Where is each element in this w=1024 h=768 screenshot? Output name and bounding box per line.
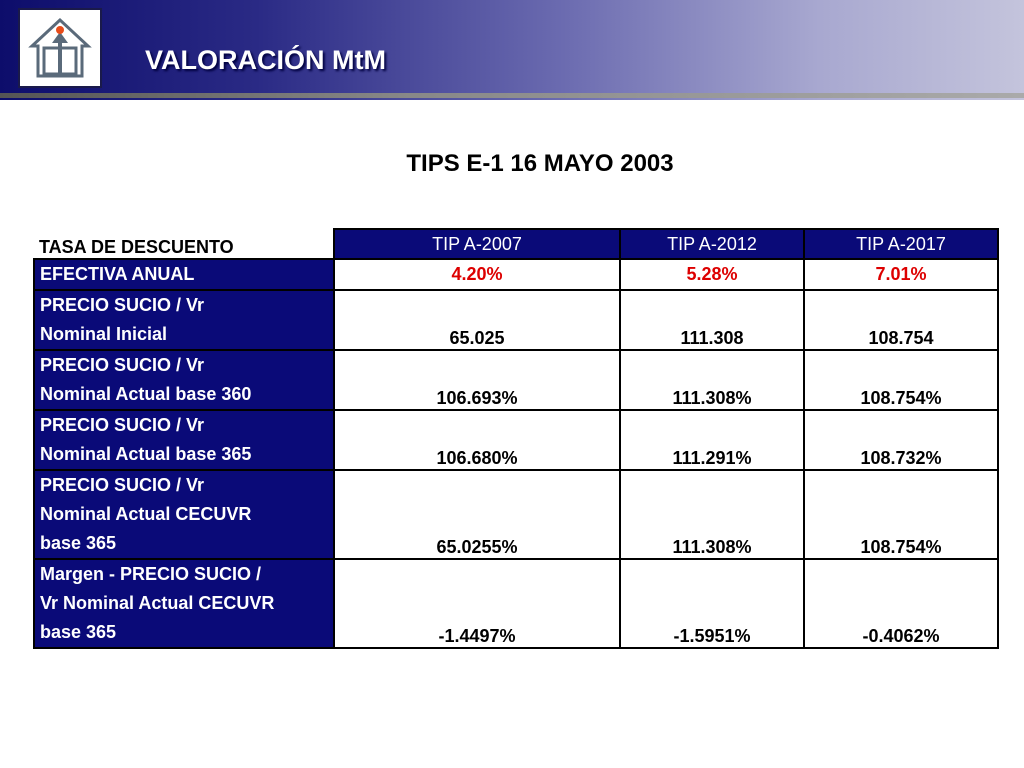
row-label: PRECIO SUCIO / Vr Nominal Actual CECUVR ba…: [33, 469, 335, 560]
row-label-line: PRECIO SUCIO / Vr: [40, 475, 205, 495]
row-label-line: PRECIO SUCIO / Vr: [40, 415, 205, 435]
table-row: Margen - PRECIO SUCIO / Vr Nominal Actual…: [33, 558, 999, 649]
row-label-line: Nominal Inicial: [40, 324, 168, 344]
row-label-line: Nominal Actual base 360: [40, 384, 252, 404]
column-header: TIP A-2007: [333, 228, 621, 260]
row-label: PRECIO SUCIO / Vr Nominal Inicial: [33, 289, 335, 351]
table-cell: 7.01%: [803, 258, 999, 291]
table-cell: 108.754: [803, 289, 999, 351]
table-row: EFECTIVA ANUAL 4.20% 5.28% 7.01%: [33, 258, 999, 291]
row-label-line: Margen - PRECIO SUCIO /: [40, 564, 262, 584]
table-cell: 111.308: [619, 289, 805, 351]
table-subtitle: TIPS E-1 16 MAYO 2003: [406, 150, 674, 177]
table-cell: 111.308%: [619, 469, 805, 560]
row-label: PRECIO SUCIO / Vr Nominal Actual base 360: [33, 349, 335, 411]
table-header-row: TASA DE DESCUENTO TIP A-2007 TIP A-2012 TIP…: [34, 228, 999, 260]
row-label: PRECIO SUCIO / Vr Nominal Actual base 365: [33, 409, 335, 471]
table-cell: 106.680%: [333, 409, 621, 471]
table-cell: 106.693%: [333, 349, 621, 411]
header-divider: [0, 93, 1024, 98]
row-label-line: Vr Nominal Actual CECUVR: [40, 593, 275, 613]
corner-label: TASA DE DESCUENTO: [34, 229, 335, 260]
row-label-line: EFECTIVA ANUAL: [40, 264, 195, 284]
table-cell: 108.732%: [803, 409, 999, 471]
column-header: TIP A-2017: [803, 228, 999, 260]
row-label-line: base 365: [40, 622, 117, 642]
row-label-line: Nominal Actual base 365: [40, 444, 252, 464]
row-label: EFECTIVA ANUAL: [33, 258, 335, 291]
table-cell: 108.754%: [803, 349, 999, 411]
table-cell: -1.5951%: [619, 558, 805, 649]
table-cell: 4.20%: [333, 258, 621, 291]
column-header: TIP A-2012: [619, 228, 805, 260]
row-label-line: Nominal Actual CECUVR: [40, 504, 252, 524]
row-label-line: base 365: [40, 533, 117, 553]
table-row: PRECIO SUCIO / Vr Nominal Actual CECUVR ba…: [33, 469, 999, 560]
table-cell: -0.4062%: [803, 558, 999, 649]
table-cell: 111.308%: [619, 349, 805, 411]
table-cell: 108.754%: [803, 469, 999, 560]
valuation-table: TASA DE DESCUENTO TIP A-2007 TIP A-2012 TIP…: [33, 228, 999, 649]
table-row: PRECIO SUCIO / Vr Nominal Inicial 65.025 11…: [33, 289, 999, 351]
header-bar: [0, 0, 1024, 100]
table-row: PRECIO SUCIO / Vr Nominal Actual base 365…: [33, 409, 999, 471]
row-label-line: PRECIO SUCIO / Vr: [40, 355, 205, 375]
table-cell: 111.291%: [619, 409, 805, 471]
table-cell: 5.28%: [619, 258, 805, 291]
table-cell: 65.0255%: [333, 469, 621, 560]
table-cell: 65.025: [333, 289, 621, 351]
page-title: VALORACIÓN MtM: [145, 45, 386, 75]
table-cell: -1.4497%: [333, 558, 621, 649]
row-label: Margen - PRECIO SUCIO / Vr Nominal Actual…: [33, 558, 335, 649]
row-label-line: PRECIO SUCIO / Vr: [40, 295, 205, 315]
table-row: PRECIO SUCIO / Vr Nominal Actual base 360…: [33, 349, 999, 411]
logo: [18, 8, 102, 88]
house-arrow-icon: [28, 17, 92, 78]
